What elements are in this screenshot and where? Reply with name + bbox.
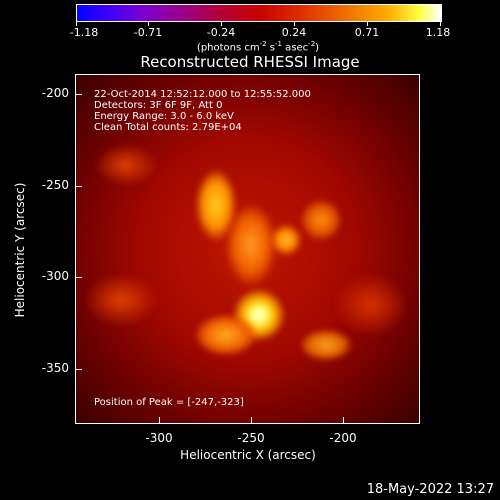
colorbar-tick — [440, 21, 441, 26]
y-tick-label: -200 — [41, 86, 69, 100]
info-energy: Energy Range: 3.0 - 6.0 keV — [94, 111, 234, 122]
y-axis-title: Heliocentric Y (arcsec) — [13, 182, 27, 318]
y-tick-label: -250 — [41, 178, 69, 192]
colorbar-label: -1.18 — [69, 26, 99, 39]
emission-blob — [86, 275, 156, 325]
colorbar-label: 1.18 — [425, 26, 451, 39]
info-time: 22-Oct-2014 12:52:12.000 to 12:55:52.000 — [94, 89, 311, 100]
colorbar-label: -0.71 — [133, 26, 163, 39]
y-tick-label: -350 — [41, 361, 69, 375]
y-tick-mark — [76, 94, 82, 95]
info-clean: Clean Total counts: 2.79E+04 — [94, 122, 242, 133]
x-tick-mark — [343, 417, 344, 423]
emission-blob — [336, 275, 406, 335]
y-tick-mark — [76, 186, 82, 187]
colorbar-label: 0.24 — [281, 26, 307, 39]
timestamp: 18-May-2022 13:27 — [366, 482, 494, 497]
colorbar-units: (photons cm-2 s-1 asec-2) — [196, 40, 320, 54]
x-tick-mark — [159, 417, 160, 423]
colorbar-tick — [294, 21, 295, 26]
colorbar-tick — [221, 21, 222, 26]
colorbar-label: -0.24 — [206, 26, 236, 39]
rhessi-image: 22-Oct-2014 12:52:12.000 to 12:55:52.000… — [75, 74, 420, 424]
emission-blob — [301, 330, 351, 360]
peak-position: Position of Peak = [-247,-323] — [94, 397, 244, 408]
emission-blob — [271, 225, 301, 255]
x-axis-title: Heliocentric X (arcsec) — [180, 448, 316, 462]
x-tick-label: -200 — [329, 431, 357, 445]
y-tick-mark — [76, 277, 82, 278]
colorbar-tick — [76, 21, 77, 26]
x-tick-mark — [251, 417, 252, 423]
emission-blob — [226, 205, 276, 285]
y-tick-mark — [76, 369, 82, 370]
colorbar — [76, 4, 442, 22]
colorbar-tick — [148, 21, 149, 26]
emission-blob — [301, 200, 341, 240]
info-detectors: Detectors: 3F 6F 9F, Att 0 — [94, 100, 223, 111]
colorbar-tick — [367, 21, 368, 26]
colorbar-label: 0.71 — [354, 26, 380, 39]
emission-blob — [196, 315, 256, 355]
emission-blob — [96, 145, 156, 185]
x-tick-label: -250 — [237, 431, 265, 445]
x-tick-label: -300 — [145, 431, 173, 445]
plot-title: Reconstructed RHESSI Image — [140, 53, 360, 71]
y-tick-label: -300 — [41, 269, 69, 283]
